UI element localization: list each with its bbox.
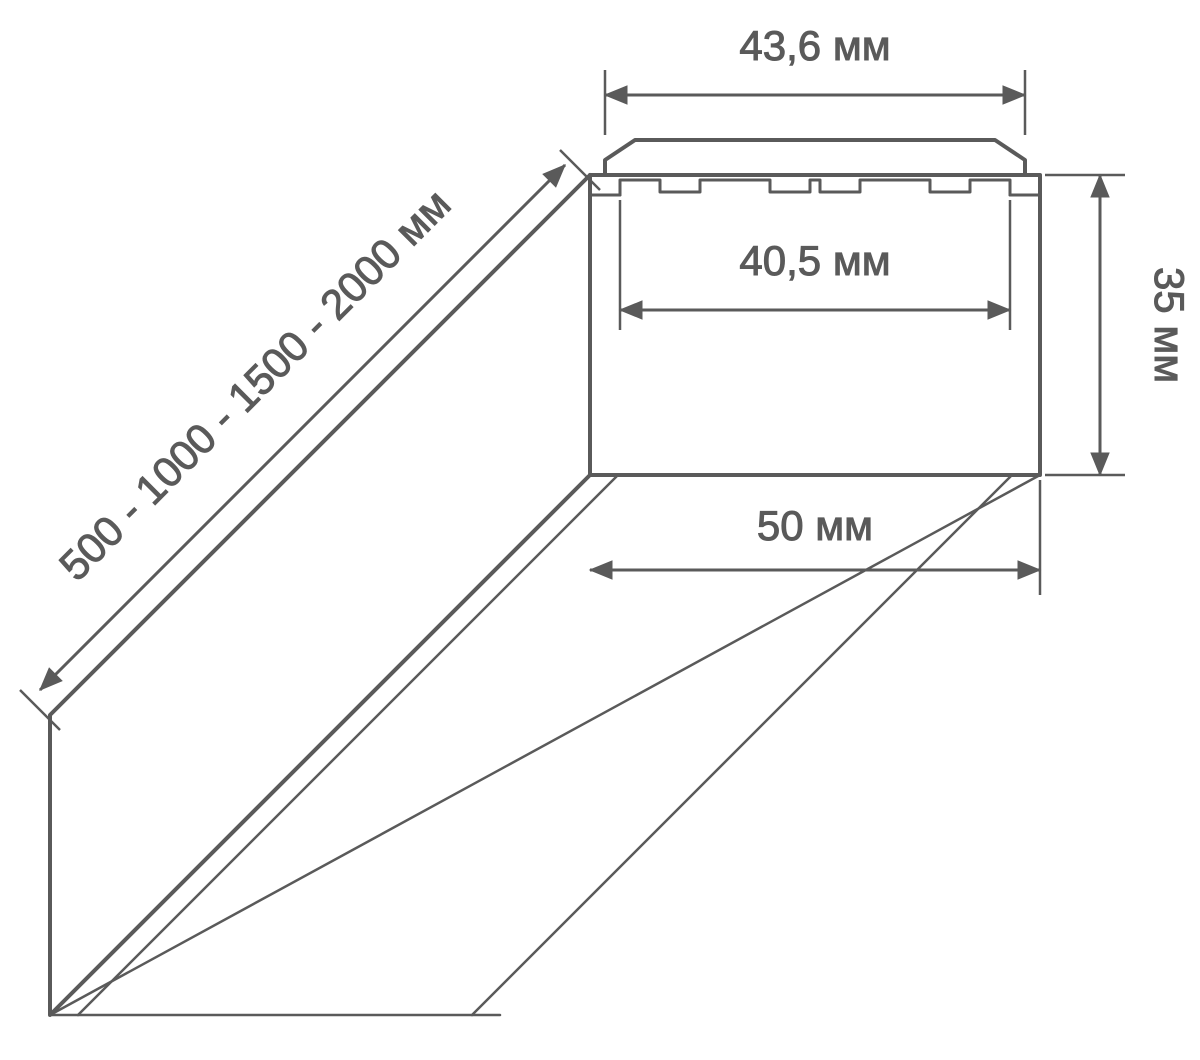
profile-body-outline <box>50 175 1040 1015</box>
dimension-length: 500 - 1000 - 1500 - 2000 мм <box>20 150 600 730</box>
dimension-top-width-label: 43,6 мм <box>739 22 890 69</box>
profile-dimension-diagram: 43,6 мм 40,5 мм 50 мм 35 мм 500 - 1000 <box>0 0 1200 1060</box>
dimension-outer-width-label: 50 мм <box>757 502 873 549</box>
dimension-height: 35 мм <box>1045 175 1193 475</box>
dimension-outer-width: 50 мм <box>590 480 1040 595</box>
dimension-inner-width: 40,5 мм <box>620 200 1010 330</box>
dimension-height-label: 35 мм <box>1146 267 1193 383</box>
dimension-inner-width-label: 40,5 мм <box>739 237 890 284</box>
profile-top-cap <box>590 140 1040 195</box>
dimension-top-width: 43,6 мм <box>605 22 1025 135</box>
dimension-length-label: 500 - 1000 - 1500 - 2000 мм <box>50 180 459 589</box>
